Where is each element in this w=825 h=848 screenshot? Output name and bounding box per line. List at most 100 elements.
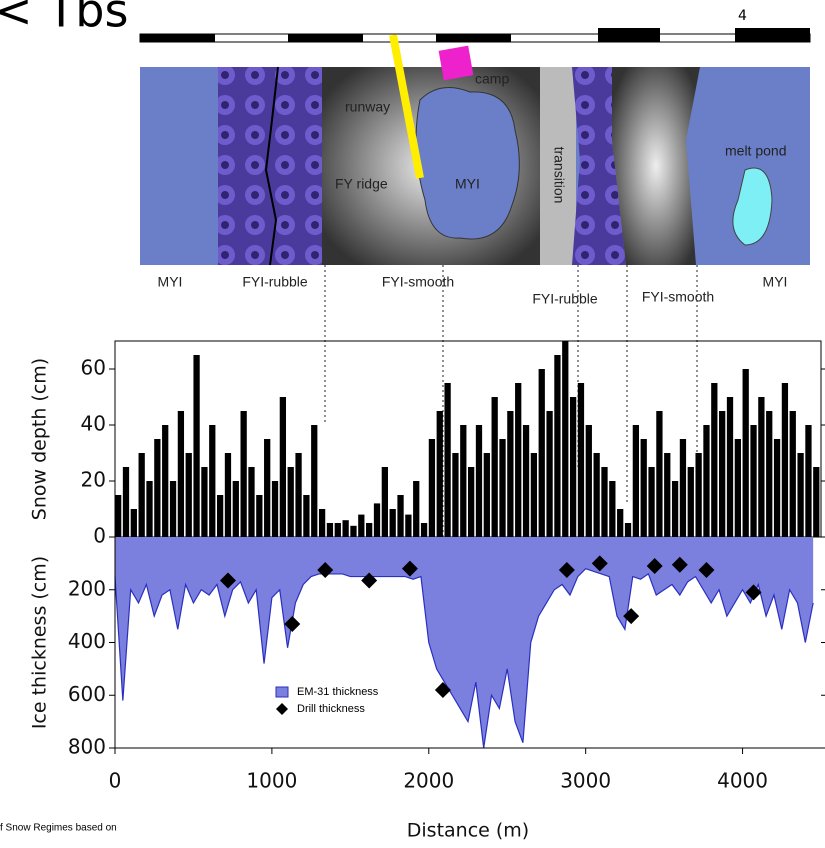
snow-bar <box>601 467 608 537</box>
snow-bar <box>695 453 702 537</box>
snow-bar <box>318 509 326 537</box>
snow-bar <box>248 467 255 537</box>
snow-bar <box>577 383 585 537</box>
y-tick-label: 600 <box>68 682 106 706</box>
drill-point <box>623 608 640 625</box>
heading: < Tbs <box>0 0 128 38</box>
x-axis-title: Distance (m) <box>407 820 529 842</box>
snow-bar <box>264 439 271 537</box>
feature-label: camp <box>475 71 509 87</box>
snow-bar <box>366 523 373 537</box>
snow-bar <box>146 481 153 537</box>
snow-bar <box>405 514 412 537</box>
zone-label: FYI-smooth <box>642 289 714 305</box>
y-tick-label: 400 <box>68 629 106 653</box>
snow-bar <box>656 411 663 537</box>
snow-bar <box>373 503 381 537</box>
snow-bar <box>303 495 310 537</box>
x-tick-label: 3000 <box>560 769 611 793</box>
y-tick-label: 0 <box>93 524 106 548</box>
snow-bar <box>475 425 483 537</box>
snow-bar <box>538 369 545 537</box>
y-axis-title: Ice thickness (cm) <box>29 556 51 729</box>
feature-label: melt pond <box>725 143 786 159</box>
snow-bar <box>546 411 553 537</box>
snow-bar <box>773 439 781 537</box>
snow-bar <box>209 425 216 537</box>
snow-bar <box>554 355 561 537</box>
snow-bar <box>460 425 467 537</box>
snow-bar <box>789 411 796 537</box>
snow-bar <box>468 467 475 537</box>
snow-bar <box>326 523 334 537</box>
snow-bar <box>711 383 718 537</box>
snow-bar <box>726 397 734 537</box>
snow-bar <box>703 425 710 537</box>
drill-point <box>646 558 663 575</box>
zone-label: MYI <box>158 274 183 290</box>
snow-bar <box>185 453 192 537</box>
snow-bar <box>295 453 302 537</box>
y-axis-title: Snow depth (cm) <box>29 358 51 520</box>
snow-bar <box>420 523 428 537</box>
snow-bar <box>585 425 592 537</box>
drill-point <box>698 561 715 578</box>
snow-bar <box>397 495 404 537</box>
snow-bar <box>491 397 498 537</box>
snow-bar <box>687 467 694 537</box>
snow-bar <box>648 467 655 537</box>
snow-bar <box>758 397 765 537</box>
zone-label: FYI-rubble <box>242 274 308 290</box>
zone-label: FYI-rubble <box>532 291 598 307</box>
scale-bar <box>139 28 811 43</box>
legend-label: EM-31 thickness <box>297 686 379 698</box>
snow-bar <box>671 481 679 537</box>
snow-bar <box>609 481 616 537</box>
y-tick-label: 20 <box>81 468 106 492</box>
snow-bar <box>569 397 577 537</box>
snow-bar <box>624 523 632 537</box>
snow-bar <box>201 467 208 537</box>
snow-bar <box>507 411 514 537</box>
drill-point <box>745 584 762 601</box>
caption: f Snow Regimes based on <box>0 823 117 834</box>
snow-bar <box>679 439 687 537</box>
drill-point <box>219 572 236 589</box>
snow-bar <box>311 425 318 537</box>
feature-label: runway <box>345 99 390 115</box>
snow-bar <box>381 467 388 537</box>
snow-bar <box>593 453 600 537</box>
legend-swatch <box>275 686 289 698</box>
ice-map <box>140 34 810 266</box>
snow-bar <box>413 481 420 537</box>
snow-bar <box>287 467 294 537</box>
snow-bar <box>436 411 443 537</box>
snow-bar <box>224 453 232 537</box>
snow-bar <box>805 425 812 537</box>
snow-bar <box>122 467 130 537</box>
x-tick-label: 2000 <box>403 769 454 793</box>
drill-point <box>434 681 451 698</box>
snow-bar <box>358 514 365 537</box>
snow-bar <box>256 495 263 537</box>
snow-bar <box>240 411 247 537</box>
x-tick-label: 4000 <box>717 769 768 793</box>
snow-bar <box>452 453 459 537</box>
snow-bar <box>742 369 749 537</box>
snow-bar <box>169 481 177 537</box>
x-tick-label: 0 <box>109 769 122 793</box>
snow-bar <box>640 439 647 537</box>
scale-label: 4 <box>738 8 747 24</box>
drill-point <box>671 556 688 573</box>
snow-bar <box>522 425 530 537</box>
ice-area <box>115 537 814 748</box>
drill-point <box>361 572 378 589</box>
snow-bar <box>781 383 789 537</box>
snow-bar <box>719 411 726 537</box>
snow-bar <box>177 411 185 537</box>
ice-line <box>114 567 814 749</box>
snow-bar <box>271 481 279 537</box>
snow-bar <box>389 509 396 537</box>
x-tick-label: 1000 <box>246 769 297 793</box>
snow-bar <box>797 453 804 537</box>
